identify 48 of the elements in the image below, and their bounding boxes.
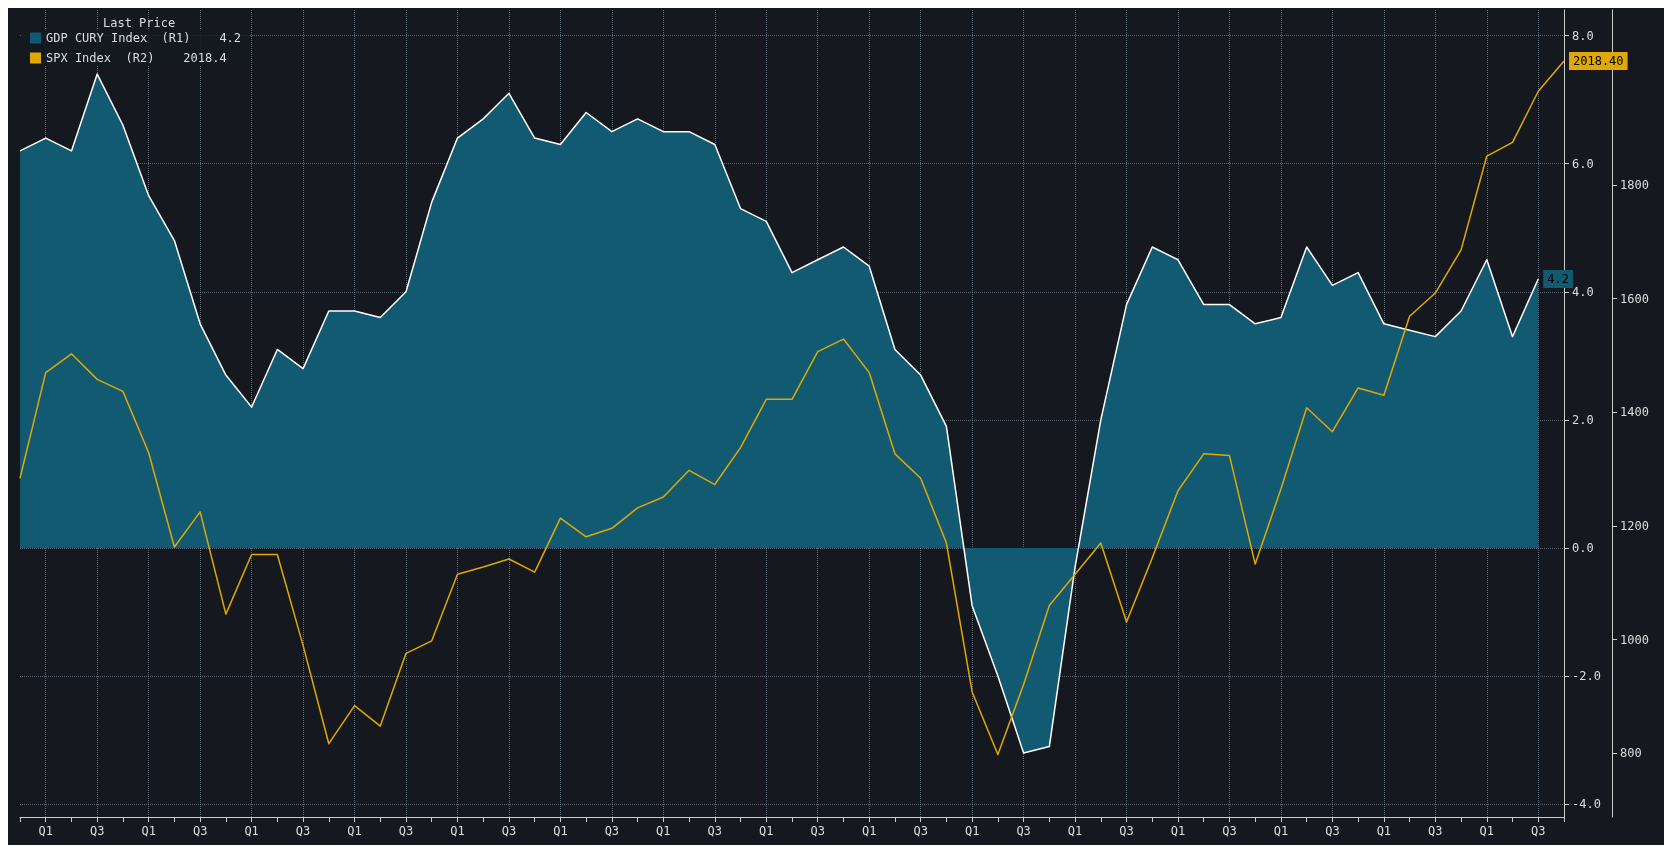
y-tick-label: -4.0 <box>1572 797 1601 812</box>
x-tick-label: Q1 <box>1170 824 1186 838</box>
x-tick-label: Q1 <box>141 824 156 838</box>
x-tick-label: Q1 <box>861 824 877 838</box>
data-label: 4.2 <box>1547 272 1569 286</box>
x-tick-label: Q1 <box>553 824 568 838</box>
y2-tick-label: 1800 <box>1620 178 1649 193</box>
y2-tick-label: 1400 <box>1620 405 1649 420</box>
x-tick-label: Q3 <box>192 824 208 838</box>
y2-tick-label: 800 <box>1620 746 1642 761</box>
y-tick-label: 4.0 <box>1572 284 1594 299</box>
y-tick-label: 6.0 <box>1572 156 1594 171</box>
data-label: 2018.40 <box>1573 53 1624 68</box>
x-tick-label: Q1 <box>1376 824 1392 838</box>
x-tick-label: Q1 <box>759 824 774 838</box>
y-tick-label: 2.0 <box>1572 412 1594 427</box>
x-tick-label: Q1 <box>450 824 465 838</box>
x-tick-label: Q3 <box>1222 824 1237 838</box>
y2-tick-label: 1200 <box>1620 519 1649 534</box>
x-tick-label: Q3 <box>1016 824 1031 838</box>
x-tick-label: Q3 <box>1119 824 1134 838</box>
x-tick-label: Q3 <box>604 824 620 838</box>
x-tick-label: Q3 <box>810 824 825 838</box>
x-tick-label: Q1 <box>38 824 53 838</box>
x-tick-label: Q1 <box>1479 824 1495 838</box>
x-tick-label: Q3 <box>89 824 105 838</box>
y2-tick-label: 1000 <box>1620 632 1649 647</box>
y2-tick-label: 1600 <box>1620 291 1649 306</box>
x-tick-label: Q3 <box>707 824 723 838</box>
x-tick-label: Q3 <box>1325 824 1340 838</box>
x-tick-label: Q3 <box>913 824 928 838</box>
x-tick-label: Q3 <box>295 824 311 838</box>
legend-label: SPX Index (R2) 2018.4 <box>46 51 227 65</box>
x-tick-label: Q1 <box>1273 824 1289 838</box>
y-tick-label: 0.0 <box>1572 541 1594 555</box>
x-tick-label: Q3 <box>1428 824 1443 838</box>
y-tick-label: -2.0 <box>1572 669 1601 684</box>
x-tick-label: Q1 <box>244 824 259 838</box>
x-tick-label: Q1 <box>656 824 671 838</box>
x-tick-label: Q3 <box>398 824 414 838</box>
x-tick-label: Q3 <box>501 824 517 838</box>
y-tick-label: 8.0 <box>1572 28 1594 43</box>
x-tick-label: Q1 <box>964 824 980 838</box>
x-tick-label: Q1 <box>1067 824 1083 838</box>
x-tick-label: Q3 <box>1531 824 1546 838</box>
legend-label: GDP CURY Index (R1) 4.2 <box>46 31 242 45</box>
legend-title: Last Price <box>103 16 176 30</box>
x-tick-label: Q1 <box>347 824 362 838</box>
